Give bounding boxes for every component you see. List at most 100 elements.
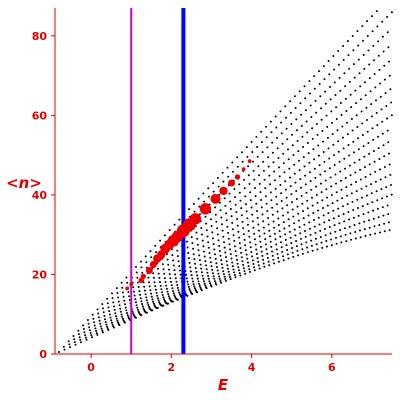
background-point — [246, 155, 249, 158]
highlighted-point — [247, 159, 252, 164]
y-tick-label: 40 — [32, 189, 48, 202]
background-point — [93, 321, 96, 324]
background-point — [363, 166, 366, 169]
background-point — [350, 192, 353, 195]
background-point — [251, 220, 254, 223]
background-point — [249, 246, 252, 249]
background-point — [230, 257, 233, 260]
background-point — [135, 301, 137, 304]
background-point — [324, 234, 327, 237]
background-point — [189, 270, 192, 273]
background-point — [146, 301, 149, 304]
background-point — [337, 150, 340, 153]
background-point — [357, 137, 360, 140]
highlighted-points-layer — [125, 159, 252, 291]
background-point — [318, 82, 321, 85]
background-point — [360, 187, 363, 190]
background-point — [325, 240, 328, 242]
background-point — [142, 307, 145, 310]
background-point — [218, 201, 221, 204]
background-point — [262, 160, 265, 163]
background-point — [293, 95, 296, 98]
background-point — [337, 140, 340, 143]
background-point — [388, 163, 391, 166]
background-point — [222, 235, 225, 238]
background-point — [381, 197, 384, 200]
background-point — [188, 208, 190, 211]
background-point — [319, 229, 322, 232]
background-point — [304, 174, 307, 177]
background-point — [216, 233, 219, 236]
background-point — [192, 283, 195, 286]
background-point — [306, 251, 309, 254]
background-point — [377, 40, 380, 43]
background-point — [200, 267, 203, 270]
highlighted-point — [145, 267, 153, 274]
background-point — [143, 289, 146, 292]
background-point — [291, 144, 294, 147]
background-point — [387, 46, 390, 49]
background-point — [305, 241, 308, 244]
background-point — [309, 233, 312, 236]
background-point — [275, 126, 278, 129]
background-point — [216, 227, 219, 230]
background-point — [201, 233, 203, 236]
background-point — [185, 240, 188, 243]
background-point — [305, 191, 308, 194]
background-point — [335, 182, 337, 185]
background-point — [314, 176, 317, 179]
background-point — [236, 262, 239, 265]
background-point — [382, 214, 385, 217]
background-point — [213, 248, 216, 251]
background-point — [176, 298, 179, 301]
background-point — [348, 164, 351, 167]
background-point — [132, 290, 135, 293]
background-point — [359, 178, 362, 181]
background-point — [296, 205, 299, 208]
background-point — [280, 121, 283, 124]
background-point — [320, 107, 322, 110]
background-point — [205, 264, 208, 267]
background-point — [225, 219, 228, 222]
background-point — [383, 222, 386, 225]
background-point — [145, 311, 148, 314]
background-point — [150, 295, 153, 298]
background-point — [266, 256, 269, 259]
background-point — [278, 175, 281, 178]
background-point — [162, 304, 165, 307]
background-point — [178, 291, 181, 294]
background-point — [79, 338, 82, 341]
background-point — [349, 232, 352, 235]
background-point — [379, 231, 381, 234]
background-point — [260, 206, 263, 209]
background-point — [372, 44, 375, 47]
background-point — [275, 243, 278, 246]
background-point — [226, 166, 229, 169]
background-point — [266, 252, 269, 255]
background-point — [339, 235, 342, 238]
background-point — [126, 312, 128, 314]
background-point — [319, 173, 322, 176]
background-point — [229, 276, 231, 278]
background-point — [116, 292, 119, 294]
background-point — [240, 251, 243, 254]
background-point — [211, 268, 214, 271]
background-point — [344, 85, 347, 88]
background-point — [78, 336, 81, 339]
background-point — [279, 183, 282, 186]
background-point — [210, 225, 213, 227]
background-point — [96, 308, 99, 311]
x-tick-label: 6 — [328, 361, 336, 374]
background-point — [262, 262, 265, 265]
background-point — [240, 207, 243, 210]
background-point — [273, 232, 276, 235]
background-point — [355, 102, 358, 105]
background-point — [287, 148, 289, 151]
highlighted-point — [210, 193, 221, 204]
background-point — [198, 285, 201, 287]
background-point — [363, 155, 366, 158]
background-point — [274, 238, 277, 241]
background-point — [361, 196, 364, 199]
background-point — [380, 188, 383, 191]
background-point — [82, 324, 85, 327]
